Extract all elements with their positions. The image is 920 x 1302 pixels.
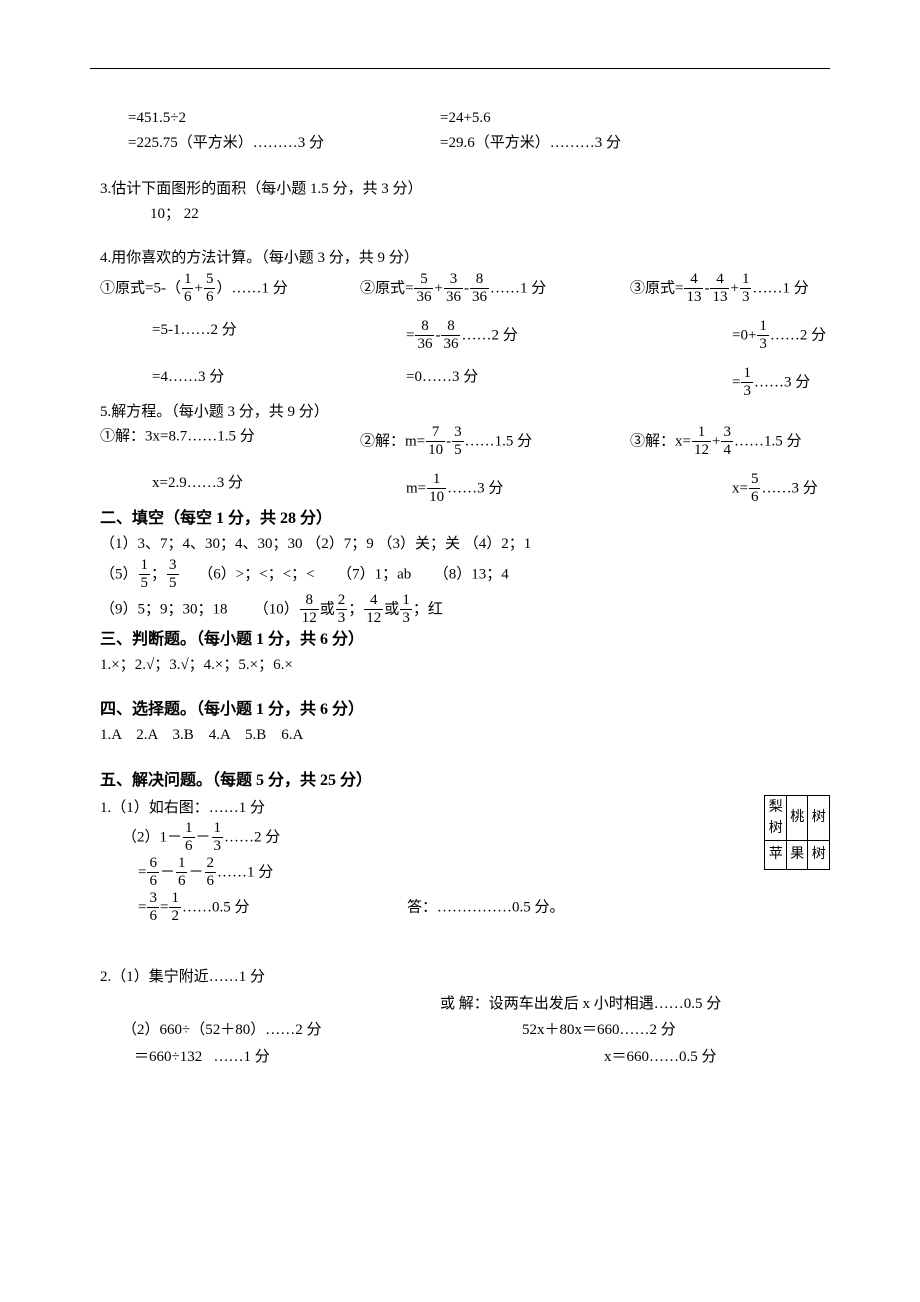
q4-line1: ①原式=5-（16+56）……1 分 ②原式=536+336-836……1 分 …: [100, 272, 830, 305]
sec5-p2-row4: ＝660÷132 ……1 分 x＝660……0.5 分: [100, 1044, 830, 1071]
top-rule: [90, 68, 830, 69]
sec5-p1: 1.（1）如右图：……1 分 （2）1－16－13……2 分 =66－16－26…: [100, 795, 830, 927]
sec5-p2-l1: 2.（1）集宁附近……1 分: [100, 966, 830, 989]
sec4-ans: 1.A 2.A 3.B 4.A 5.B 6.A: [100, 724, 830, 747]
q4-l1-c1-prefix: ①原式=5-（: [100, 280, 181, 296]
sec5-p1-l2: （2）1－16－13……2 分: [100, 821, 564, 854]
cell: 梨树: [765, 795, 787, 840]
q4-line2: =5-1……2 分 =836-836……2 分 =0+13……2 分: [100, 319, 830, 352]
q5-line1: ①解：3x=8.7……1.5 分 ②解：m=710-35……1.5 分 ③解：x…: [100, 425, 830, 458]
sec5-title: 五、解决问题。（每题 5 分，共 25 分）: [100, 769, 830, 793]
top-l1-left: =451.5÷2: [100, 107, 440, 130]
sec5-p2-alt1: 或 解：设两车出发后 x 小时相遇……0.5 分: [440, 993, 830, 1016]
sec5-p1-table: 梨树 桃 树 苹 果 树: [764, 795, 830, 870]
cell: 苹: [765, 840, 787, 869]
cell: 树: [808, 840, 830, 869]
sec5-p2-l2-left: （2）660÷（52＋80）……2 分: [100, 1019, 462, 1042]
top-l2-left: =225.75（平方米）………3 分: [100, 132, 440, 155]
sec5-p1-l3: =66－16－26……1 分: [100, 856, 564, 889]
sec5-p2-l3-right: x＝660……0.5 分: [474, 1046, 830, 1069]
q3-ans: 10； 22: [100, 203, 830, 226]
sec4-title: 四、选择题。（每小题 1 分，共 6 分）: [100, 698, 830, 722]
top-block: =451.5÷2 =225.75（平方米）………3 分 =24+5.6 =29.…: [100, 105, 830, 156]
sec3-ans: 1.×；2.√；3.√；4.×；5.×；6.×: [100, 654, 830, 677]
top-l2-right: =29.6（平方米）………3 分: [440, 132, 830, 155]
q4-line3: =4……3 分 =0……3 分 =13……3 分: [100, 366, 830, 399]
table-row: 苹 果 树: [765, 840, 830, 869]
sec5-p1-l4: =36=12……0.5 分 答：……………0.5 分。: [100, 891, 564, 924]
cell: 树: [808, 795, 830, 840]
q3-title: 3.估计下面图形的面积（每小题 1.5 分，共 3 分）: [100, 178, 830, 201]
table-row: 梨树 桃 树: [765, 795, 830, 840]
q4-l1-c1-suffix: ）……1 分: [216, 280, 287, 296]
sec5-p2-l2-right: 52x＋80x＝660……2 分: [462, 1019, 830, 1042]
sec5-p1-l4-right: 答：……………0.5 分。: [407, 899, 565, 915]
sec2-title: 二、填空（每空 1 分，共 28 分）: [100, 507, 830, 531]
sec3-title: 三、判断题。（每小题 1 分，共 6 分）: [100, 628, 830, 652]
q5-line2: x=2.9……3 分 m=110……3 分 x=56……3 分: [100, 472, 830, 505]
q5-title: 5.解方程。（每小题 3 分，共 9 分）: [100, 401, 830, 424]
sec5-p1-l1: 1.（1）如右图：……1 分: [100, 797, 564, 820]
sec5-p2-row2: 或 解：设两车出发后 x 小时相遇……0.5 分: [100, 991, 830, 1018]
sec2-l2: （5）15；35 （6）>；<；<；< （7）1；ab （8）13；4: [100, 558, 830, 591]
cell: 果: [786, 840, 808, 869]
sec5-p2-l3-left: ＝660÷132 ……1 分: [100, 1046, 474, 1069]
cell: 桃: [786, 795, 808, 840]
page: =451.5÷2 =225.75（平方米）………3 分 =24+5.6 =29.…: [0, 0, 920, 1302]
sec5-p2-row3: （2）660÷（52＋80）……2 分 52x＋80x＝660……2 分: [100, 1017, 830, 1044]
sec2-l1: （1）3、7；4、30；4、30；30 （2）7；9 （3）关；关 （4）2；1: [100, 533, 830, 556]
top-l1-right: =24+5.6: [440, 107, 830, 130]
sec2-l3: （9）5；9；30；18 （10）812或23；412或13；红: [100, 593, 830, 626]
q4-title: 4.用你喜欢的方法计算。（每小题 3 分，共 9 分）: [100, 247, 830, 270]
